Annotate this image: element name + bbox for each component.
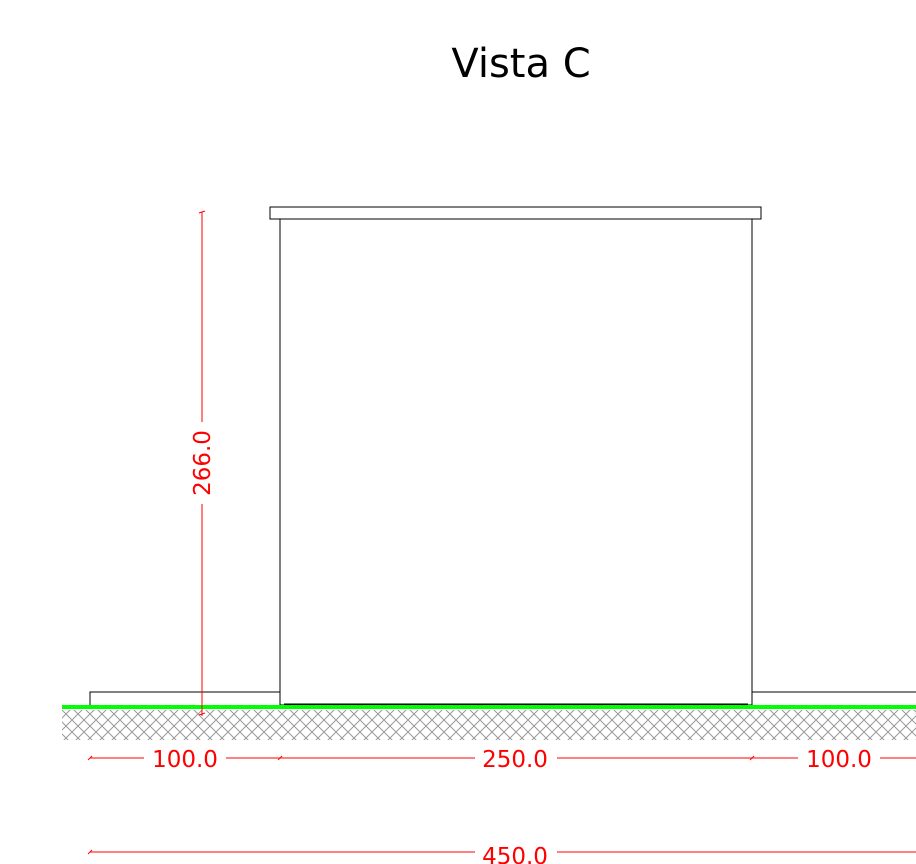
segment-tick-a (277, 755, 283, 761)
soil-hatch (62, 710, 916, 740)
total-width-mask (475, 840, 557, 864)
right-clearance-mask (798, 745, 880, 769)
left-clearance-mask (144, 745, 226, 769)
segment-tick-b (749, 755, 755, 761)
right-slab (751, 691, 916, 707)
left-slab (89, 691, 281, 707)
width-label: 250.0 (482, 747, 548, 773)
width-mask (475, 745, 557, 769)
view-title: Vista C (451, 41, 590, 87)
height-dimension-tick-bottom (198, 712, 206, 716)
right-clearance-label: 100.0 (806, 747, 872, 773)
total-tick-left (87, 849, 93, 855)
left-clearance-label: 100.0 (152, 747, 218, 773)
height-label-mask (190, 422, 214, 504)
segment-tick-left (87, 755, 93, 761)
container-body (279, 218, 753, 706)
height-dimension-tick-top (198, 210, 206, 214)
container-roof (269, 206, 762, 220)
total-width-label: 450.0 (482, 844, 548, 864)
height-dimension-label: 266.0 (190, 430, 216, 496)
